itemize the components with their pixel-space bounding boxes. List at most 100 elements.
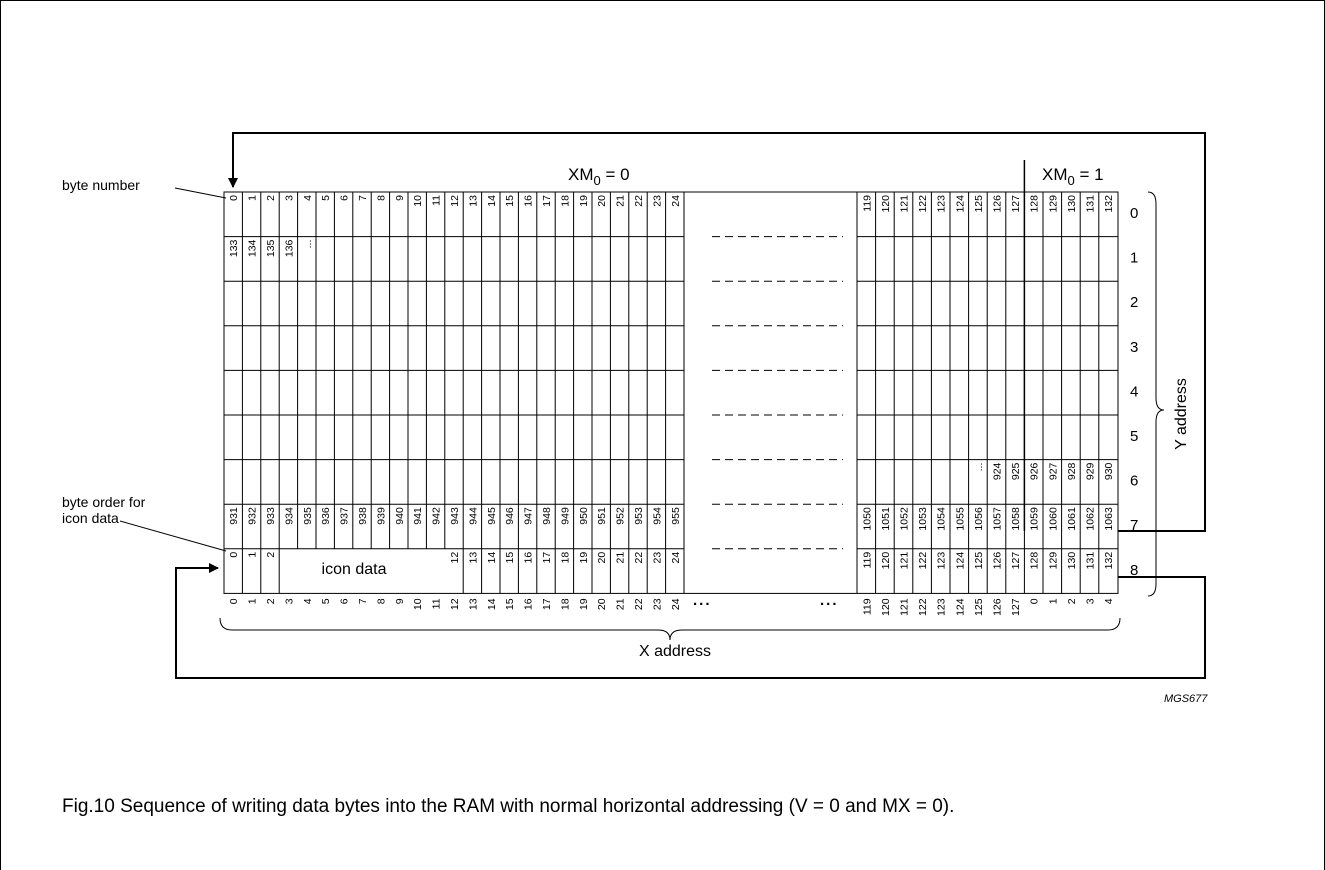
cell-row0: 125 (973, 195, 985, 213)
byte-order-label-line1: byte order for (62, 494, 146, 510)
cell-row0: 19 (578, 195, 590, 207)
x-address-number: 6 (339, 598, 351, 604)
cell-row8: 125 (973, 552, 985, 570)
cell-row1: 134 (247, 239, 259, 257)
cell-row0: 119 (861, 195, 873, 212)
cell-row7: 1053 (917, 507, 929, 531)
x-address-number: 17 (541, 598, 553, 610)
y-address-number: 7 (1130, 517, 1138, 534)
cell-row8: 130 (1066, 552, 1078, 570)
icon-data-label: icon data (322, 561, 387, 578)
y-address-number: 2 (1130, 294, 1138, 311)
y-address-number: 4 (1130, 383, 1138, 400)
x-address-number: 5 (320, 598, 332, 604)
cell-row0: 127 (1010, 195, 1022, 213)
cell-row7: 1050 (861, 507, 873, 531)
cell-row0: 11 (431, 195, 443, 206)
cell-row0: 22 (633, 195, 645, 207)
byte-number-label: byte number (62, 177, 140, 193)
cell-row0: 24 (670, 195, 682, 207)
x-address-number: 121 (899, 598, 911, 616)
x-address-number: 0 (228, 598, 240, 604)
x-address-ellipsis-right: ... (820, 592, 839, 609)
cell-row7: 953 (633, 507, 645, 525)
byte-number-leader (174, 187, 227, 199)
cell-row8: 18 (559, 552, 571, 564)
x-address-number: 123 (936, 598, 948, 616)
x-address-number: 20 (596, 598, 608, 610)
cell-row7: 1061 (1066, 507, 1078, 531)
x-address-number: 24 (670, 598, 682, 610)
x-address-number: 2 (265, 598, 277, 604)
x-address-brace (219, 617, 1121, 641)
top-return-arrow (228, 132, 1206, 532)
cell-row7: 1063 (1103, 507, 1115, 531)
xm0-right-header: XM0 = 1 (1042, 165, 1104, 188)
cell-row0: 9 (394, 195, 406, 201)
cell-row0: 131 (1085, 195, 1097, 213)
cell-row7: 941 (412, 507, 424, 525)
cell-row7: 946 (504, 507, 516, 525)
cell-row0: 128 (1029, 195, 1041, 213)
byte-order-leader (119, 520, 227, 552)
cell-row8: 121 (899, 552, 911, 570)
cell-row0: 124 (954, 195, 966, 213)
cell-row7: 943 (449, 507, 461, 525)
y-address-number: 8 (1130, 562, 1138, 579)
xm0-left-main: XM (568, 165, 594, 184)
cell-row8: 129 (1047, 552, 1059, 570)
cell-row0: 8 (375, 195, 387, 201)
ram-grid (223, 160, 1119, 594)
x-address-label: X address (639, 643, 711, 660)
x-address-number: 11 (431, 598, 443, 609)
cell-row7: 933 (265, 507, 277, 525)
cell-row0: 7 (357, 195, 369, 201)
x-address-number: 23 (651, 598, 663, 610)
cell-row8: 120 (880, 552, 892, 570)
cell-row1: 133 (228, 239, 240, 257)
x-address-number: 0 (1029, 598, 1041, 604)
cell-row0: 0 (228, 195, 240, 201)
x-address-number: 14 (486, 598, 498, 610)
x-address-number: 122 (917, 598, 929, 616)
cell-row7: 950 (578, 507, 590, 525)
cell-row0: 3 (283, 195, 295, 201)
cell-row0: 23 (651, 195, 663, 207)
cell-row8: 15 (504, 552, 516, 564)
cell-row8: 19 (578, 552, 590, 564)
cell-row7: 955 (670, 507, 682, 525)
x-address-number: 18 (559, 598, 571, 610)
cell-row0: 20 (596, 195, 608, 207)
cell-row8: 14 (486, 552, 498, 564)
cell-row7: 947 (523, 507, 535, 525)
x-address-ellipsis-left: ... (693, 592, 712, 609)
x-address-number: 2 (1066, 598, 1078, 604)
cell-row8: 132 (1103, 552, 1115, 570)
cell-row7: 1060 (1047, 507, 1059, 531)
cell-row7: 1056 (973, 507, 985, 531)
cell-row0: 1 (247, 195, 259, 201)
cell-row7: 951 (596, 507, 608, 525)
cell-row1: 136 (283, 239, 295, 257)
cell-row8: 13 (467, 552, 479, 564)
cell-row0: 15 (504, 195, 516, 207)
cell-row6: 926 (1029, 462, 1041, 480)
x-address-number: 125 (973, 598, 985, 616)
cell-row0: 123 (936, 195, 948, 213)
cell-row0: 10 (412, 195, 424, 207)
cell-row7: 938 (357, 507, 369, 525)
cell-row8: 119 (861, 552, 873, 569)
x-address-number: 8 (375, 598, 387, 604)
cell-row8: 0 (228, 552, 240, 558)
xm0-left-sub: 0 (594, 173, 601, 188)
cell-row7: 944 (467, 507, 479, 525)
y-address-number: 5 (1130, 428, 1138, 445)
cell-row7: 948 (541, 507, 553, 525)
cell-row0: 122 (917, 195, 929, 213)
cell-row6: 930 (1103, 462, 1115, 480)
cell-row0: 130 (1066, 195, 1078, 213)
x-address-number: 13 (467, 598, 479, 610)
xm0-right-rest: = 1 (1075, 165, 1104, 184)
x-address-number: 19 (578, 598, 590, 610)
